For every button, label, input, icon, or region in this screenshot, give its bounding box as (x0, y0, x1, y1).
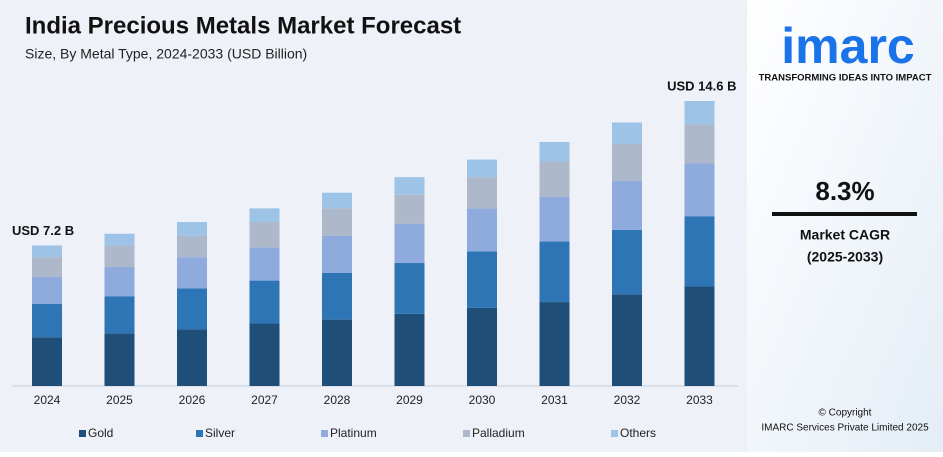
copyright: © Copyright (819, 408, 872, 419)
legend-label: Silver (205, 426, 235, 440)
bar-segment (684, 101, 715, 125)
bar-segment (249, 280, 280, 324)
tagline: TRANSFORMING IDEAS INTO IMPACT (759, 73, 932, 84)
bar-segment (32, 257, 62, 277)
x-tick-label: 2028 (324, 393, 351, 407)
bar-segment (612, 229, 642, 295)
bar-segment (32, 245, 62, 258)
bar-segment (249, 208, 280, 223)
bar-segment (684, 124, 715, 164)
bar-segment (612, 294, 642, 386)
company: IMARC Services Private Limited 2025 (761, 423, 929, 434)
bar-segment (177, 329, 207, 386)
x-tick-label: 2032 (614, 393, 641, 407)
x-tick-label: 2030 (469, 393, 496, 407)
bar-segment (612, 122, 642, 144)
bar-segment (539, 141, 570, 162)
cagr-value: 8.3% (815, 176, 874, 206)
bar-segment (684, 163, 715, 217)
bar-segment (177, 288, 207, 330)
bar-segment (539, 241, 570, 303)
logo: imarc (781, 18, 914, 74)
bar-segment (394, 177, 425, 195)
bar-segment (394, 194, 425, 224)
legend-label: Others (620, 426, 656, 440)
annotation: USD 14.6 B (667, 78, 736, 93)
bar-segment (467, 251, 497, 308)
bar-segment (322, 192, 352, 209)
cagr-label: Market CAGR (800, 227, 890, 243)
bar-segment (104, 333, 135, 386)
bar-segment (684, 286, 715, 386)
bar-segment (394, 223, 425, 264)
bar-segment (539, 302, 570, 386)
bar-segment (104, 245, 135, 267)
bar-segment (539, 161, 570, 197)
bar-segment (104, 233, 135, 246)
bar-segment (104, 296, 135, 334)
legend-label: Palladium (472, 426, 525, 440)
x-tick-label: 2027 (251, 393, 278, 407)
divider (772, 212, 917, 216)
sidebar-background (747, 0, 943, 452)
bar-segment (612, 181, 642, 230)
bar-segment (177, 222, 207, 236)
annotation: USD 7.2 B (12, 223, 74, 238)
x-tick-label: 2031 (541, 393, 568, 407)
legend-swatch (196, 430, 203, 437)
bar-segment (249, 247, 280, 281)
bar-segment (394, 263, 425, 314)
x-tick-label: 2026 (179, 393, 206, 407)
bar-segment (32, 276, 62, 305)
legend-swatch (463, 430, 470, 437)
legend-label: Gold (88, 426, 113, 440)
bar-segment (467, 208, 497, 252)
legend-label: Platinum (330, 426, 377, 440)
bar-segment (684, 216, 715, 287)
bar-segment (539, 196, 570, 242)
bar-segment (322, 272, 352, 320)
bar-segment (612, 143, 642, 182)
legend-swatch (321, 430, 328, 437)
bar-segment (104, 266, 135, 297)
x-tick-label: 2025 (106, 393, 133, 407)
bar-segment (249, 222, 280, 248)
bar-segment (177, 235, 207, 258)
bar-segment (467, 159, 497, 178)
bar-segment (32, 304, 62, 338)
bar-segment (32, 337, 62, 386)
bar-segment (322, 208, 352, 236)
legend-swatch (79, 430, 86, 437)
x-tick-label: 2033 (686, 393, 713, 407)
x-tick-label: 2029 (396, 393, 423, 407)
cagr-period: (2025-2033) (807, 249, 883, 265)
bar-segment (249, 323, 280, 386)
bar-segment (467, 177, 497, 209)
bar-segment (322, 319, 352, 386)
legend-swatch (611, 430, 618, 437)
chart-subtitle: Size, By Metal Type, 2024-2033 (USD Bill… (25, 46, 307, 62)
chart-title: India Precious Metals Market Forecast (25, 12, 461, 39)
bar-segment (177, 257, 207, 289)
bar-segment (394, 313, 425, 386)
bar-segment (467, 307, 497, 386)
bar-segment (322, 235, 352, 273)
x-tick-label: 2024 (34, 393, 61, 407)
